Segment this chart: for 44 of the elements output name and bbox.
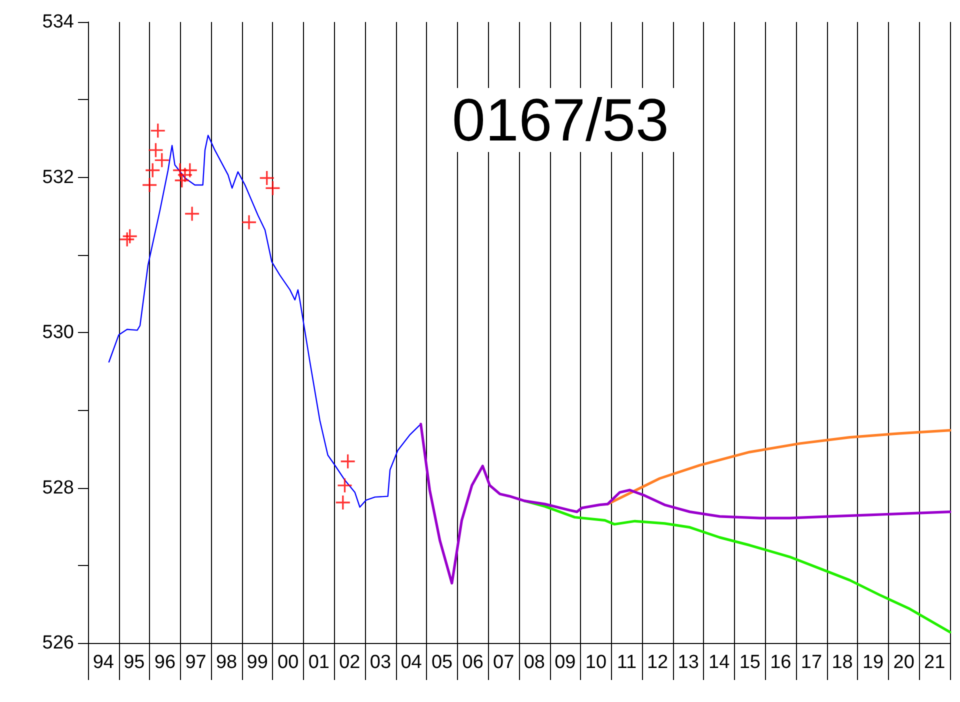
line-series xyxy=(108,134,422,508)
x-tick-label: 18 xyxy=(832,652,853,673)
x-tick-label: 01 xyxy=(308,652,330,673)
x-tick-label: 97 xyxy=(185,652,206,673)
point xyxy=(338,478,352,492)
x-tick-label: 95 xyxy=(124,652,145,673)
x-tick-label: 98 xyxy=(216,652,238,673)
x-tick-label: 03 xyxy=(370,652,392,673)
x-tick-label: 15 xyxy=(739,652,760,673)
x-tick-label: 12 xyxy=(646,652,668,673)
x-tick-label: 08 xyxy=(524,652,545,673)
x-tick-label: 96 xyxy=(154,652,176,673)
point xyxy=(336,496,350,510)
x-tick-label: 04 xyxy=(400,652,422,673)
y-tick-label: 532 xyxy=(42,166,74,188)
point xyxy=(185,206,200,221)
x-tick-label: 16 xyxy=(770,652,792,673)
x-tick-label: 06 xyxy=(462,652,484,673)
x-tick-label: 05 xyxy=(431,652,453,673)
point xyxy=(142,178,157,192)
x-tick-label: 14 xyxy=(708,652,730,673)
x-tick-label: 00 xyxy=(278,652,299,673)
y-tick-label: 528 xyxy=(42,477,74,498)
x-tick-label: 17 xyxy=(800,652,822,673)
point xyxy=(242,215,256,230)
x-tick-label: 19 xyxy=(862,652,884,673)
x-tick-label: 09 xyxy=(554,652,576,673)
point xyxy=(260,171,274,186)
text: 0167/53 xyxy=(452,86,669,154)
x-tick-label: 07 xyxy=(493,652,514,673)
x-tick-label: 20 xyxy=(893,652,914,673)
point xyxy=(148,143,163,158)
y-tick-label: 530 xyxy=(42,322,74,343)
line-series xyxy=(524,500,952,634)
y-tick-label: 534 xyxy=(42,12,74,32)
y-tick-label: 526 xyxy=(42,632,74,654)
x-tick-label: 21 xyxy=(924,652,946,673)
line-series xyxy=(419,422,952,585)
x-tick-label: 13 xyxy=(678,652,699,673)
x-tick-label: 02 xyxy=(339,652,360,673)
x-tick-label: 10 xyxy=(585,652,607,673)
x-tick-label: 11 xyxy=(616,652,637,673)
x-tick-label: 99 xyxy=(246,652,268,673)
x-tick-label: 94 xyxy=(92,652,114,673)
